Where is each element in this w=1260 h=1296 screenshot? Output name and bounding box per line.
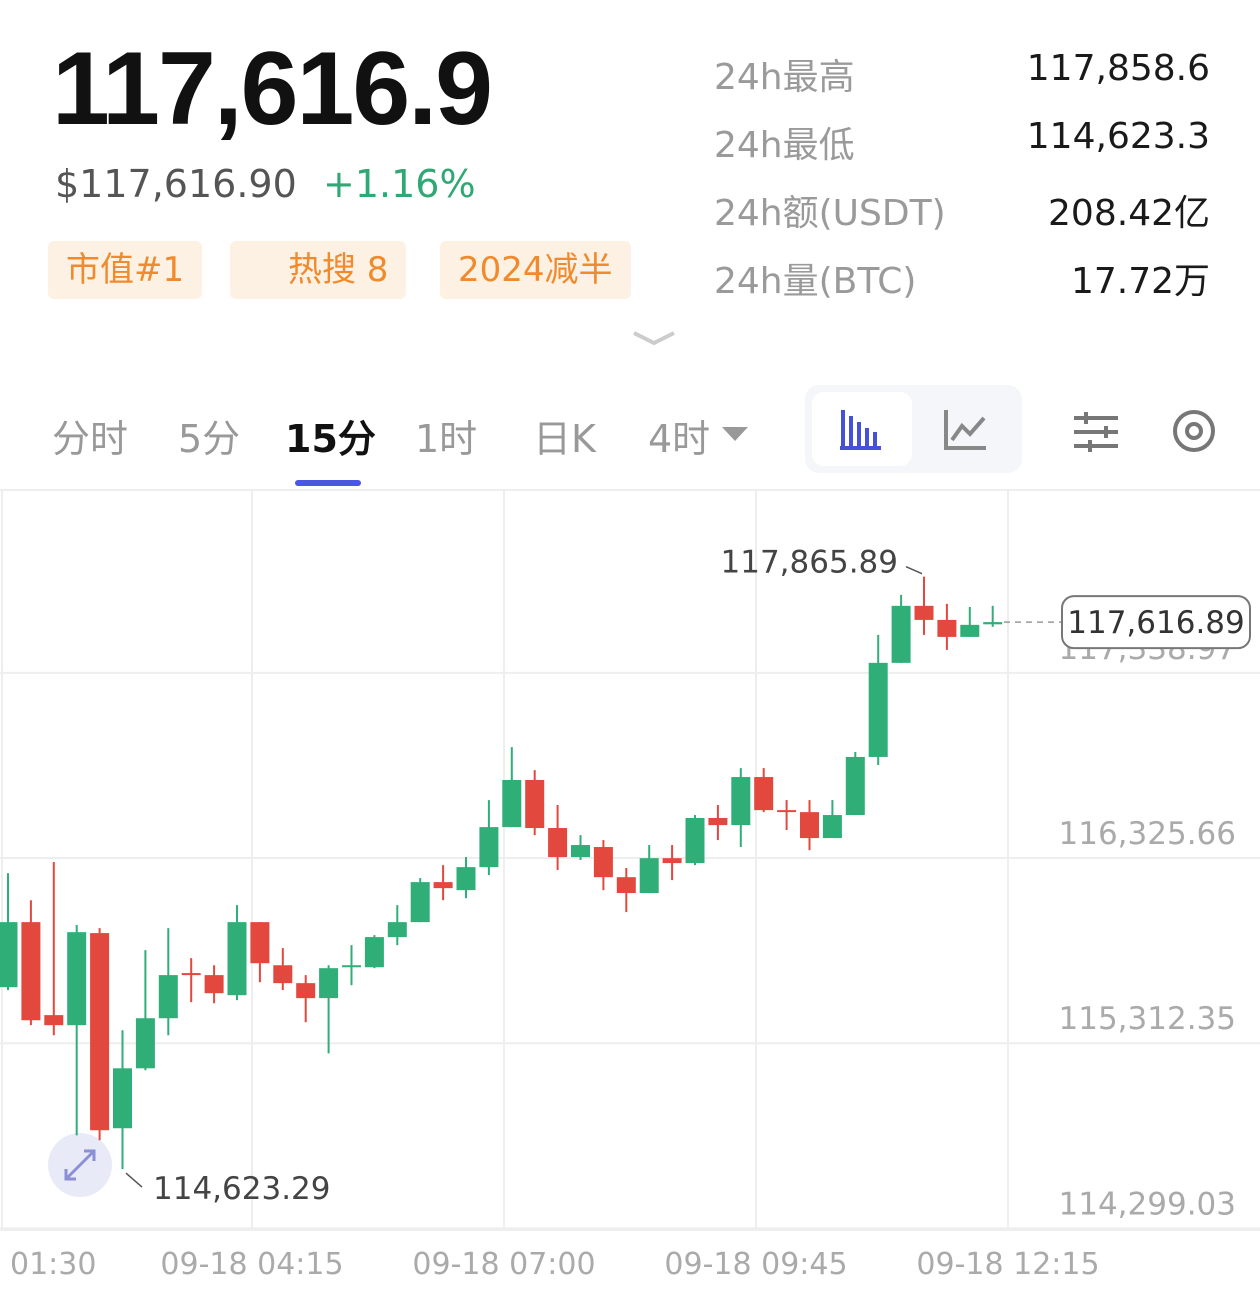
- y-tick-label: 115,312.35: [1059, 1001, 1237, 1037]
- tag[interactable]: 2024减半: [440, 241, 631, 299]
- candle-body: [777, 810, 797, 813]
- low-annotation: 114,623.29: [153, 1171, 331, 1207]
- candle-body: [67, 932, 87, 1026]
- x-tick-label: 01:30: [10, 1247, 96, 1282]
- interval-tab[interactable]: 1时: [415, 417, 478, 461]
- x-tick-label: 09-18 04:15: [160, 1247, 343, 1282]
- candle-body: [571, 845, 590, 858]
- candle-body: [227, 922, 247, 996]
- candle-body: [158, 975, 178, 1019]
- candle-body: [937, 619, 957, 637]
- candle-body: [387, 922, 407, 938]
- candle-body: [273, 965, 293, 984]
- price-change: +1.16%: [323, 162, 476, 206]
- interval-tab[interactable]: 日K: [533, 417, 596, 461]
- candle-icon[interactable]: [840, 410, 881, 450]
- interval-tab[interactable]: 4时: [648, 417, 711, 461]
- candle-body: [616, 877, 636, 894]
- candle-body: [548, 828, 568, 858]
- interval-tab[interactable]: 15分: [285, 417, 376, 461]
- last-price: 117,616.9: [52, 31, 493, 147]
- candle-body: [845, 756, 865, 816]
- candle-body: [525, 779, 545, 829]
- candle-body: [479, 827, 499, 868]
- x-tick-label: 09-18 09:45: [664, 1247, 847, 1282]
- candle-body: [364, 937, 384, 968]
- candle-body: [181, 973, 201, 976]
- candle-body: [433, 882, 453, 889]
- line-icon[interactable]: [944, 410, 986, 450]
- x-tick-label: 09-18 07:00: [412, 1247, 595, 1282]
- chart-switch-active: [812, 392, 912, 466]
- annotation-leader: [125, 1172, 143, 1188]
- candle-body: [410, 882, 430, 923]
- candle-body: [135, 1018, 155, 1069]
- usd-price: $117,616.90: [55, 162, 297, 206]
- candle-body: [891, 605, 911, 663]
- stat-label: 24h额(USDT): [714, 193, 946, 234]
- candle-body: [731, 777, 751, 826]
- candle-body: [662, 858, 682, 864]
- tag[interactable]: 市值#1: [48, 241, 203, 299]
- tag[interactable]: 热搜 8: [230, 241, 407, 299]
- interval-tab[interactable]: 5分: [178, 417, 241, 461]
- stat-value: 117,858.6: [1026, 48, 1210, 89]
- annotation-leader: [905, 565, 923, 575]
- interval-tab[interactable]: 分时: [52, 417, 129, 461]
- active-tab-underline: [295, 480, 361, 486]
- y-tick-label: 114,299.03: [1059, 1186, 1237, 1222]
- gear-icon[interactable]: [1173, 410, 1215, 452]
- candle-body: [754, 777, 774, 811]
- candle-body: [342, 965, 361, 968]
- candle-body: [914, 605, 934, 620]
- stat-value: 208.42亿: [1048, 193, 1210, 234]
- candle-body: [868, 662, 888, 757]
- candle-body: [685, 817, 705, 864]
- x-tick-label: 09-18 12:15: [916, 1247, 1099, 1282]
- candle-body: [639, 858, 659, 894]
- vertical-grid: [1, 490, 1009, 1230]
- stat-label: 24h最低: [714, 125, 855, 166]
- candle-body: [502, 779, 522, 828]
- candle-body: [250, 922, 270, 964]
- candle-body: [204, 975, 224, 994]
- last-price-label: 117,616.89: [1067, 605, 1245, 641]
- stat-value: 114,623.3: [1026, 116, 1210, 157]
- candle-body: [113, 1068, 132, 1129]
- candle-body: [44, 1015, 64, 1026]
- stat-value: 17.72万: [1070, 261, 1210, 302]
- y-tick-label: 116,325.66: [1059, 816, 1237, 852]
- last-price-box: [1061, 595, 1251, 650]
- candle-body: [456, 867, 476, 891]
- stat-label: 24h最高: [714, 57, 855, 98]
- dropdown-arrow[interactable]: [722, 427, 748, 441]
- candle-body: [593, 847, 613, 878]
- candle-body: [960, 624, 980, 637]
- candle-body: [708, 817, 728, 826]
- candle-body: [0, 922, 18, 988]
- fullscreen-icon: [64, 1149, 96, 1181]
- stat-label: 24h量(BTC): [714, 261, 917, 302]
- settings-lines-icon[interactable]: [1074, 412, 1118, 452]
- candle-body: [90, 933, 110, 1131]
- candle-body: [296, 983, 316, 999]
- expand-chevron[interactable]: [633, 331, 675, 346]
- candle-body: [822, 815, 842, 839]
- candle-body: [319, 968, 339, 999]
- candle-body: [983, 622, 1003, 625]
- high-annotation: 117,865.89: [721, 545, 899, 581]
- candle-body: [21, 922, 41, 1021]
- candle-body: [800, 812, 819, 839]
